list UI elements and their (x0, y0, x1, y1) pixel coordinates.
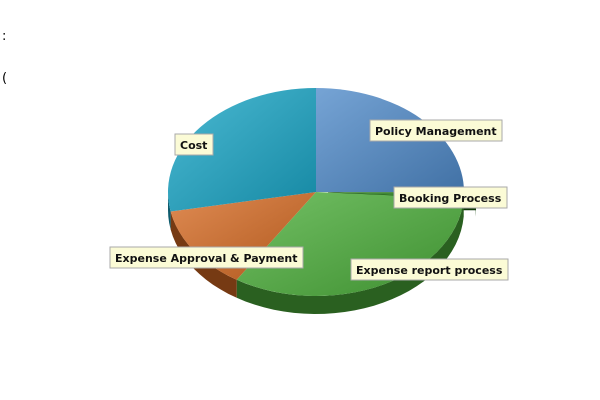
slice-label-text: Expense Approval & Payment (115, 252, 298, 265)
corner-text: : ( (2, 2, 10, 100)
corner-line-1: : (2, 29, 7, 44)
slice-label-text: Cost (180, 139, 207, 152)
corner-line-2: ( (2, 71, 8, 86)
slice-label-expense-report-process: Expense report process (350, 258, 509, 281)
slice-label-expense-approval-and-payment: Expense Approval & Payment (109, 246, 304, 269)
slice-cost (167, 88, 316, 212)
slice-label-text: Policy Management (375, 125, 497, 138)
slice-label-cost: Cost (174, 133, 214, 156)
slice-label-box (350, 258, 509, 281)
slice-side-expense-approval-and-payment (170, 211, 237, 298)
slice-label-box (393, 186, 508, 209)
slice-label-policy-management: Policy Management (369, 119, 503, 142)
slice-label-box (369, 119, 503, 142)
slice-label-box (174, 133, 214, 156)
slice-label-text: Expense report process (356, 264, 503, 277)
slice-label-booking-process: Booking Process (393, 186, 508, 209)
slice-side-expense-report-process (236, 198, 464, 314)
slice-label-text: Booking Process (399, 192, 502, 205)
slice-label-box (109, 246, 304, 269)
pie-labels: Policy Management Booking Process Expense … (109, 119, 509, 281)
